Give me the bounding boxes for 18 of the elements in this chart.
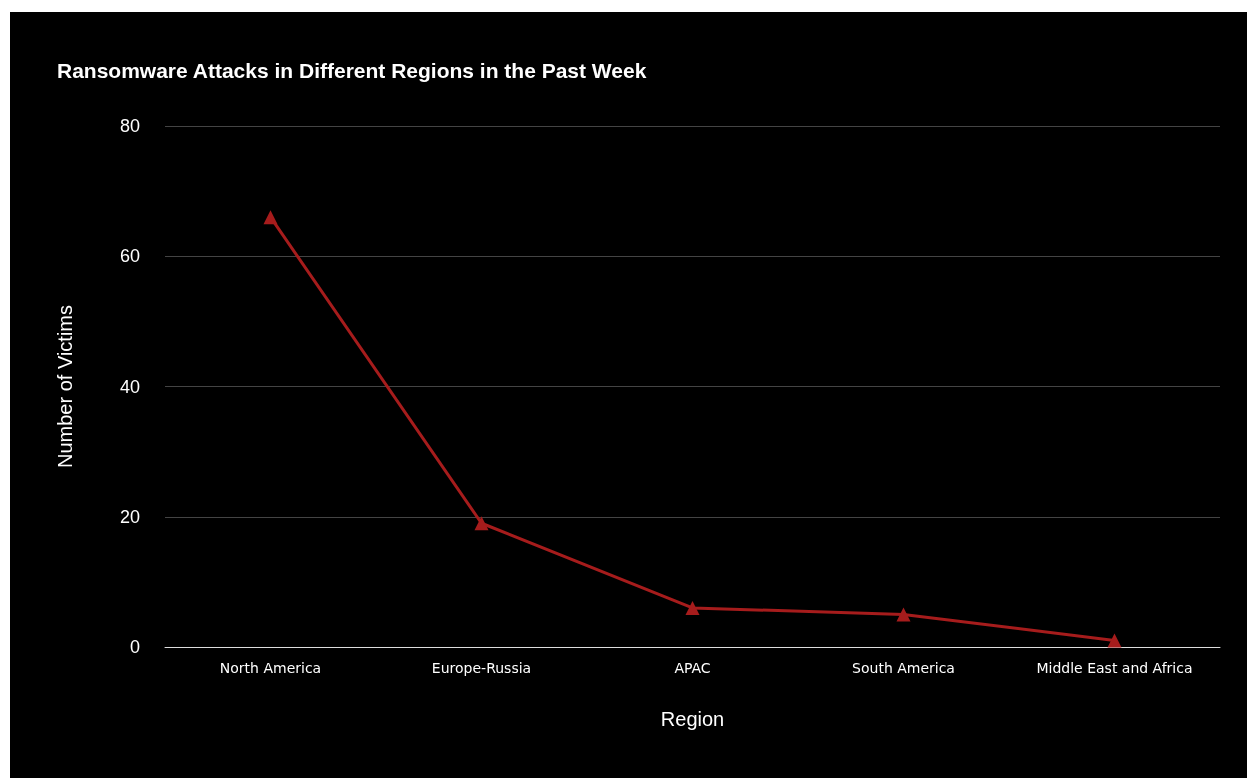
point [263,210,278,225]
y-tick-label: 20 [119,506,140,527]
x-tick-label: North America [219,660,322,676]
y-axis-title: Number of Victims [54,304,76,469]
point [896,607,911,622]
y-tick-label: 0 [129,637,140,657]
y-tick-label: 80 [119,116,140,136]
point [474,516,489,531]
x-axis-title: Region [660,708,725,730]
y-tick-label: 40 [119,376,140,397]
x-tick-label: Europe-Russia [431,660,532,676]
chart-title: Ransomware Attacks in Different Regions in the Past Week [57,59,647,82]
x-tick-label: South America [852,660,955,676]
point [1107,633,1122,648]
point [685,600,700,615]
x-tick-label: Middle East and Africa [1036,660,1193,676]
y-tick-label: 60 [119,246,140,267]
x-tick-label: APAC [674,660,711,676]
